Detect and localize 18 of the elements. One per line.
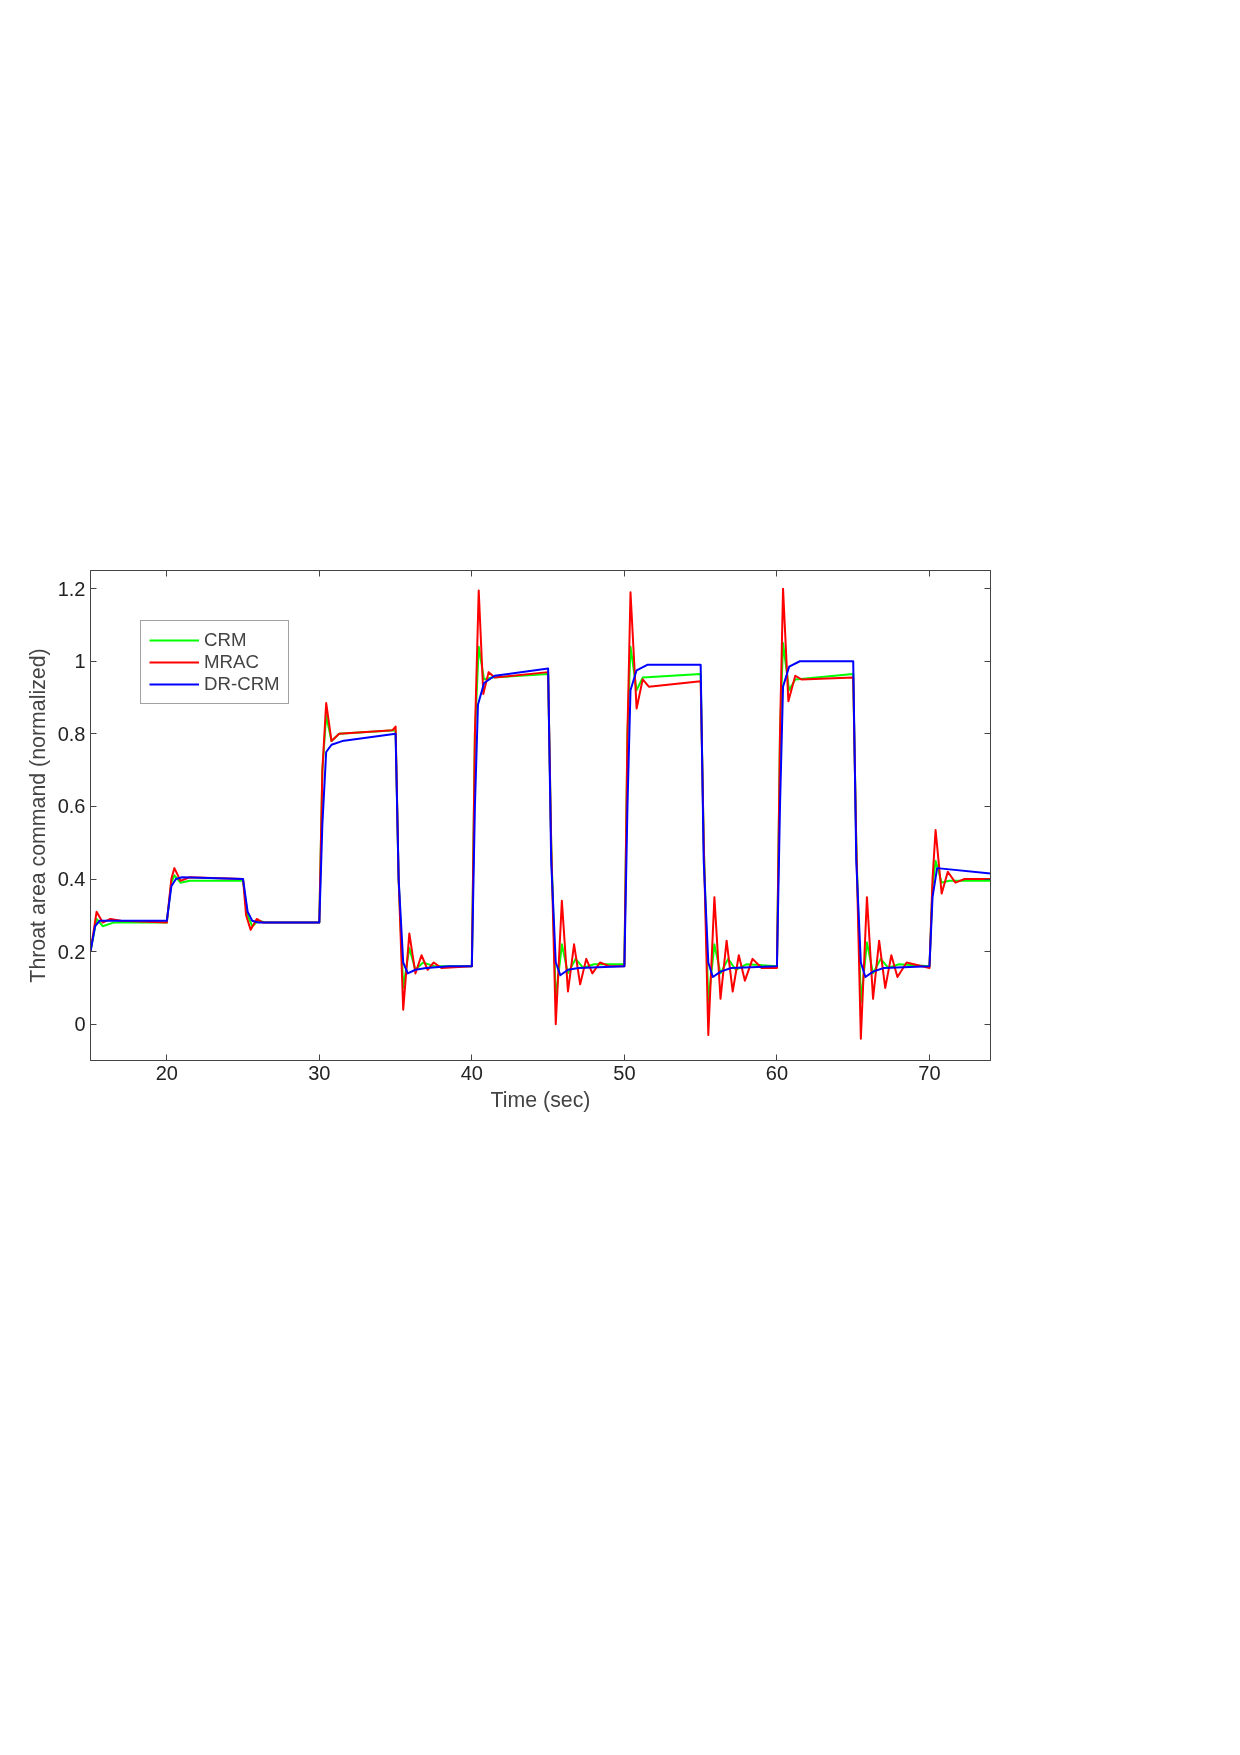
x-tick-label: 40 <box>460 1061 483 1084</box>
legend-label: DR-CRM <box>204 673 280 695</box>
y-axis-title: Throat area command (normalized) <box>25 648 50 983</box>
y-tick-label: 0.8 <box>57 722 86 745</box>
y-tick-label: 0.4 <box>57 868 86 891</box>
y-tick-label: 0.2 <box>57 940 86 963</box>
y-tick-label: 0 <box>74 1013 86 1036</box>
y-tick-label: 0.6 <box>57 795 86 818</box>
x-axis-title: Time (sec) <box>490 1087 591 1112</box>
x-tick-label: 50 <box>613 1061 636 1084</box>
y-tick-label: 1.2 <box>57 577 86 600</box>
y-tick-label: 1 <box>74 650 86 673</box>
legend-label: MRAC <box>204 651 259 673</box>
x-tick-label: 60 <box>765 1061 789 1084</box>
x-tick-label: 30 <box>308 1061 331 1084</box>
x-tick-label: 20 <box>155 1061 178 1084</box>
x-tick-label: 70 <box>918 1061 941 1084</box>
legend-label: CRM <box>204 629 247 651</box>
